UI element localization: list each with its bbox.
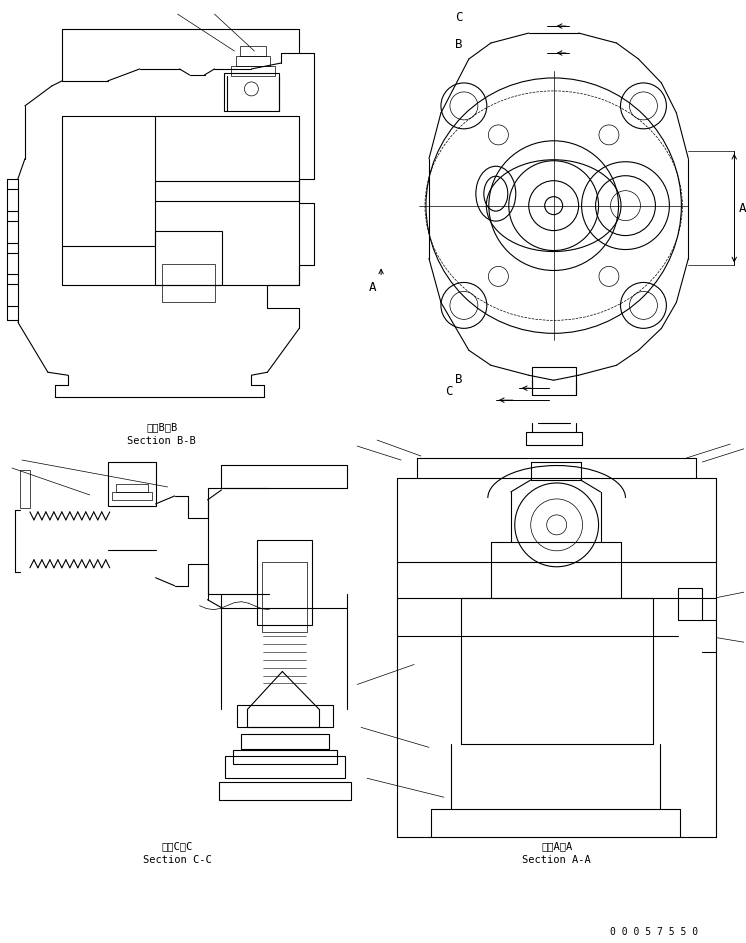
Bar [20, 470, 30, 508]
Text: A: A [739, 202, 746, 215]
Bar [532, 367, 576, 395]
Text: B: B [455, 373, 463, 387]
Bar [225, 73, 279, 111]
Text: A: A [369, 281, 377, 294]
Bar [219, 783, 351, 801]
Bar [231, 66, 275, 76]
Bar [263, 562, 307, 632]
Text: C: C [455, 11, 463, 25]
Bar [678, 587, 702, 620]
Text: 断面C－C: 断面C－C [162, 841, 193, 852]
Bar [116, 484, 148, 492]
Bar [107, 462, 156, 505]
Bar [154, 231, 222, 286]
Bar [162, 264, 216, 303]
Bar [236, 56, 270, 66]
Text: 0 0 0 5 7 5 5 0: 0 0 0 5 7 5 5 0 [610, 927, 698, 937]
Text: Section C-C: Section C-C [143, 855, 212, 865]
Bar [257, 539, 313, 624]
Bar [242, 735, 329, 750]
Text: 断面A－A: 断面A－A [541, 841, 572, 852]
Text: Section A-A: Section A-A [522, 855, 591, 865]
Text: 断面B－B: 断面B－B [146, 422, 178, 432]
Bar [225, 756, 345, 778]
Text: B: B [455, 38, 463, 51]
Bar [240, 46, 266, 56]
Text: C: C [445, 385, 452, 398]
Bar [237, 705, 333, 727]
Bar [233, 751, 337, 764]
Text: Section B-B: Section B-B [128, 436, 196, 446]
Bar [112, 492, 151, 500]
